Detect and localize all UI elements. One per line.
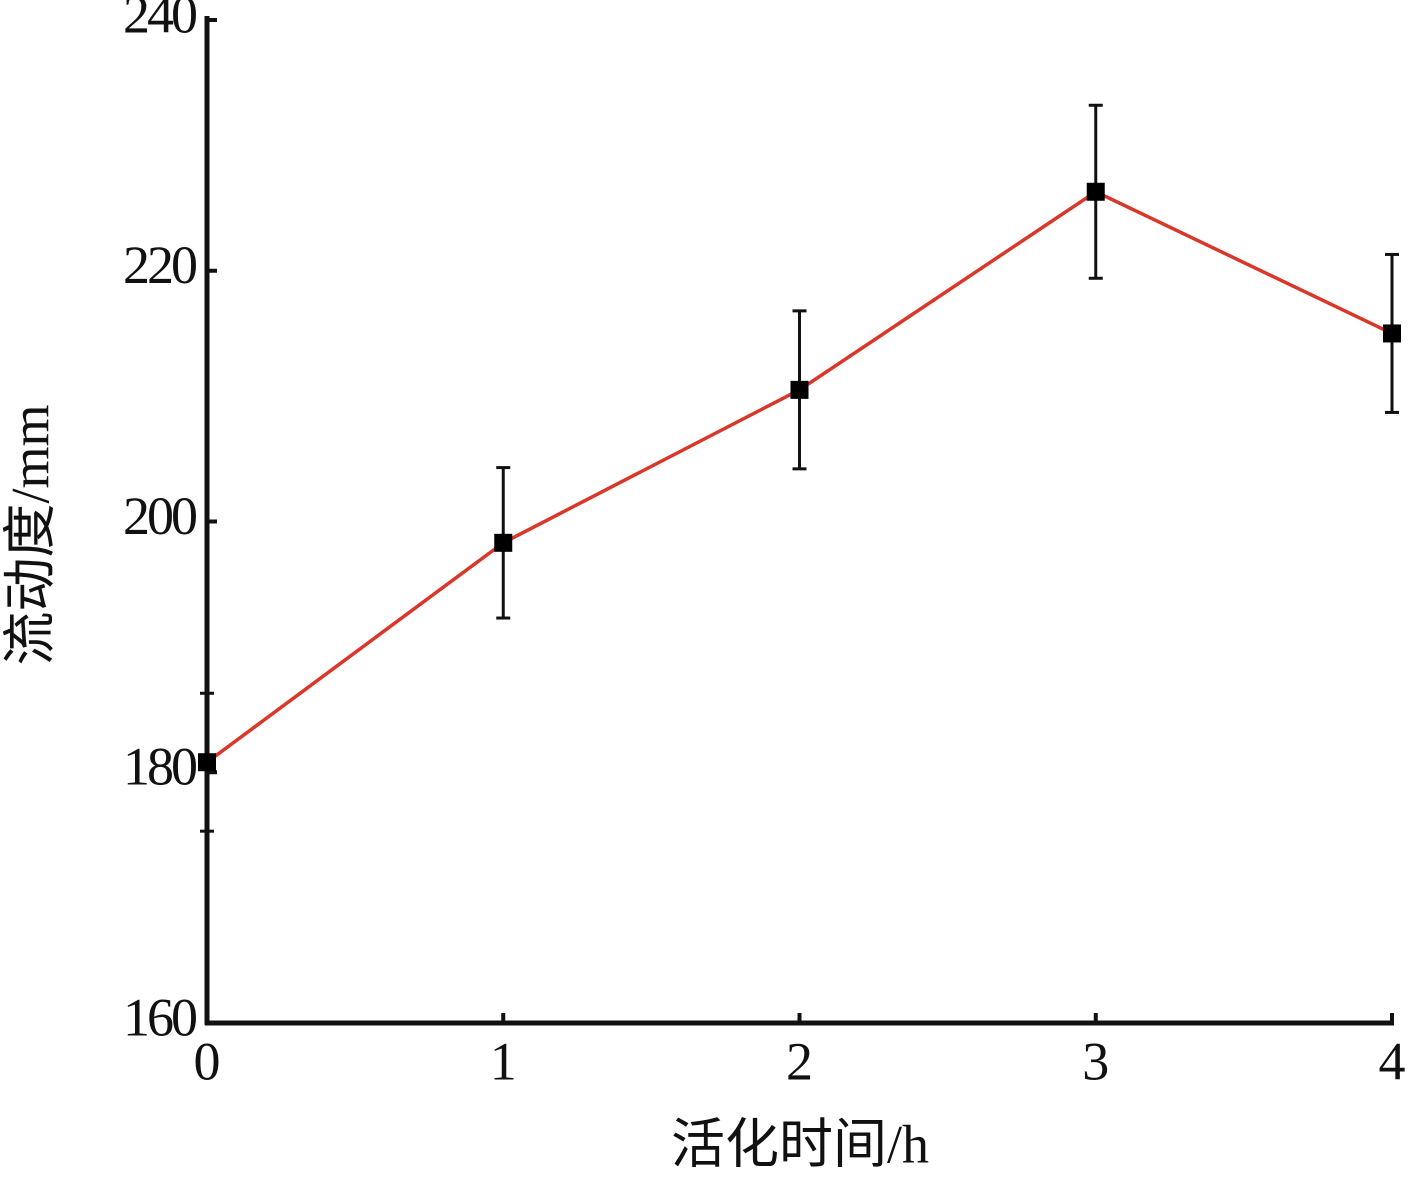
x-tick-label: 4 [1379, 1031, 1406, 1091]
marker [1086, 182, 1105, 201]
x-tick-label: 0 [194, 1031, 221, 1091]
marker [1383, 324, 1401, 343]
y-tick-label: 220 [123, 235, 196, 295]
y-axis-label: 流动度/mm [0, 404, 60, 665]
y-tick-label: 160 [123, 987, 196, 1047]
x-tick-label: 3 [1082, 1031, 1109, 1091]
y-tick-label: 180 [123, 737, 196, 797]
x-tick-label: 1 [490, 1031, 517, 1091]
marker [790, 380, 809, 399]
data-line [205, 189, 1393, 764]
y-tick-label: 200 [123, 486, 196, 546]
x-tick-label: 2 [786, 1031, 813, 1091]
marker [198, 753, 216, 772]
y-tick-label: 240 [123, 0, 196, 44]
marker [494, 533, 513, 552]
x-axis-label: 活化时间/h [671, 1114, 929, 1174]
